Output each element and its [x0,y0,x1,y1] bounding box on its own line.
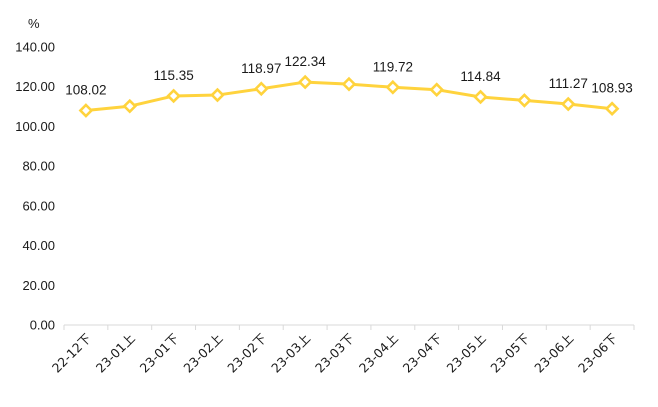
y-axis-ticks: 0.00 20.00 40.00 60.00 80.00 100.00 120.00 140.… [15,40,55,333]
x-category-label: 23-06下 [575,331,620,376]
data-point-marker [385,79,401,95]
x-category-label: 23-05下 [487,331,532,376]
x-category-label: 23-06上 [531,331,576,376]
data-point-marker [166,88,181,104]
data-label: 108.93 [591,81,632,96]
x-category-label: 23-02上 [180,331,225,376]
y-tick-label: 120.00 [15,79,55,94]
data-point-marker [341,76,357,92]
x-axis-ticks [63,325,635,330]
data-label: 111.27 [549,76,588,91]
x-category-label: 23-04下 [400,331,445,376]
x-category-label: 23-02下 [224,331,269,376]
data-label: 118.97 [241,61,281,76]
y-tick-label: 60.00 [22,198,55,213]
data-point-marker [517,93,532,108]
y-axis-unit-label: % [28,16,40,31]
data-point-marker [78,103,94,118]
y-tick-label: 80.00 [22,159,55,174]
y-tick-label: 0.00 [30,318,55,333]
data-point-marker [560,96,576,112]
y-tick-label: 100.00 [15,119,55,134]
data-label: 115.35 [153,68,193,83]
x-category-label: 23-03下 [312,331,357,376]
data-label: 122.34 [285,54,327,69]
x-category-label: 23-04上 [356,331,401,376]
data-label: 114.84 [460,69,501,84]
x-category-label: 23-01下 [137,331,182,376]
x-category-label: 22-12下 [49,331,94,376]
data-labels: 108.02 115.35 118.97 122.34 119.72 114.84 111.… [65,54,632,97]
series-markers [78,74,620,118]
data-label: 119.72 [373,59,413,74]
y-tick-label: 20.00 [22,278,55,293]
data-point-marker [429,82,445,98]
data-point-marker [122,98,138,114]
data-point-marker [253,81,269,97]
data-label: 108.02 [65,83,106,98]
x-category-label: 23-03上 [268,331,313,376]
x-category-label: 23-01上 [93,331,138,376]
y-tick-label: 40.00 [22,238,55,253]
x-category-label: 23-05上 [444,331,489,376]
data-point-marker [604,101,620,117]
y-tick-label: 140.00 [15,40,55,55]
x-axis-labels: 22-12下23-01上23-01下23-02上23-02下23-03上23-0… [49,331,620,376]
data-point-marker [210,87,225,103]
data-point-marker [473,89,488,105]
data-point-marker [297,74,313,90]
